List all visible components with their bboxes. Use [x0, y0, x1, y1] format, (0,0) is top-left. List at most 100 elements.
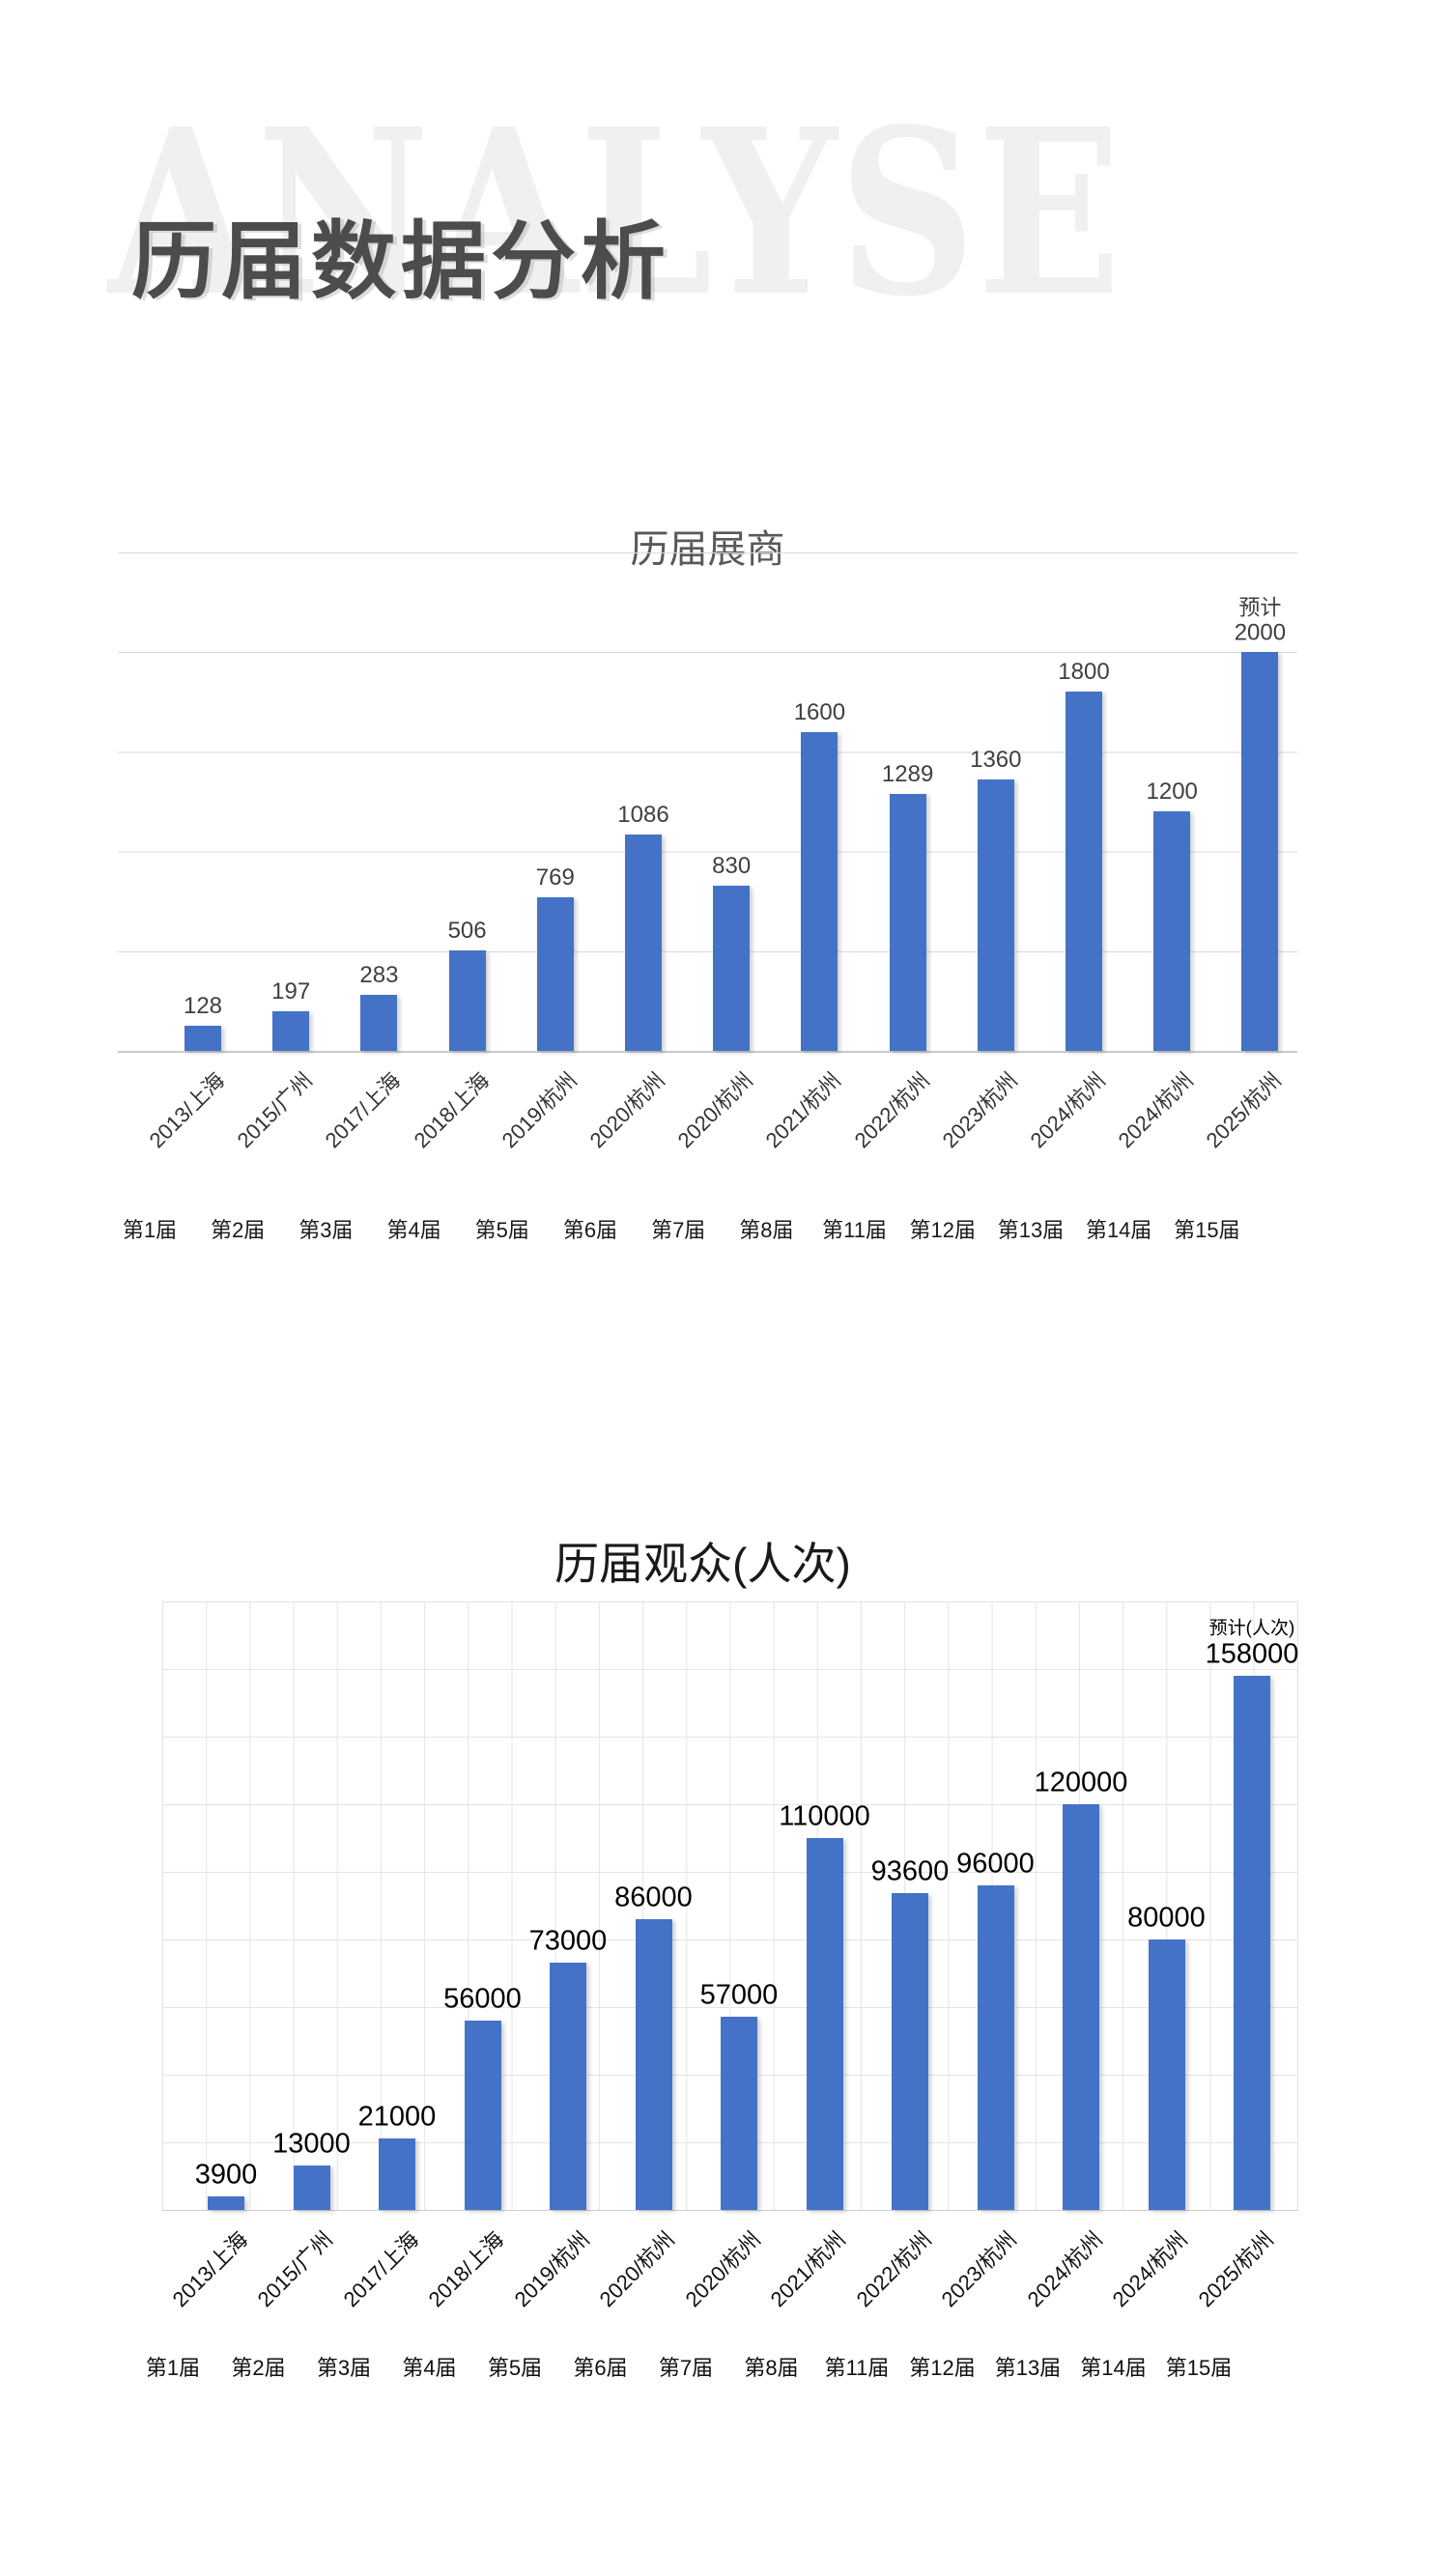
data-label: 3900 [194, 2159, 258, 2191]
data-label: 86000 [614, 1882, 693, 1913]
x-axis-label: 2020/杭州 [680, 2226, 766, 2312]
x-axis-label: 2021/杭州 [760, 1067, 846, 1153]
data-label: 1600 [793, 699, 846, 726]
data-label: 预计 2000 [1234, 595, 1287, 646]
x-axis-label: 2013/上海 [144, 1067, 230, 1153]
data-label: 197 [271, 978, 311, 1005]
x-axis-label: 2021/杭州 [765, 2226, 851, 2312]
x-axis-label: 2015/广州 [232, 1067, 318, 1153]
data-label: 506 [447, 918, 487, 945]
bar-第3届 [360, 995, 398, 1051]
x-axis-label: 2017/上海 [338, 2226, 424, 2312]
edition-label: 第14届 [1085, 1218, 1152, 1242]
edition-label: 第7届 [651, 1218, 706, 1242]
bar-第6届 [635, 1919, 672, 2210]
bar-第4届 [464, 2021, 501, 2210]
bar-第1届 [208, 2196, 244, 2210]
bar-第15届 [1234, 1676, 1270, 2210]
edition-label: 第12届 [909, 1218, 977, 1242]
data-label: 120000 [1034, 1767, 1128, 1798]
x-axis-label: 2013/上海 [167, 2226, 253, 2312]
forecast-note: 预计(人次) [1208, 1618, 1295, 1639]
edition-label: 第5届 [487, 2356, 543, 2380]
x-axis-label: 2015/广州 [252, 2226, 338, 2312]
bar-第6届 [625, 835, 662, 1051]
edition-label: 第3届 [316, 2356, 372, 2380]
bar-第2届 [293, 2166, 330, 2210]
edition-label: 第15届 [1174, 1218, 1240, 1242]
bar-第8届 [806, 1838, 843, 2210]
page-heading: 历届数据分析 [131, 211, 671, 311]
bar-第11届 [892, 1893, 928, 2210]
data-label: 830 [712, 853, 752, 880]
x-axis-label: 2017/上海 [320, 1067, 406, 1153]
edition-label: 第11届 [822, 1218, 888, 1242]
data-label: 96000 [956, 1848, 1035, 1880]
x-axis-label: 2022/杭州 [849, 1067, 934, 1153]
x-axis-label: 2020/杭州 [672, 1067, 758, 1153]
bar-第7届 [721, 2017, 757, 2210]
bar-第5届 [550, 1963, 586, 2210]
x-axis-label: 2025/杭州 [1201, 1067, 1287, 1153]
x-axis-label: 2018/上海 [423, 2226, 509, 2312]
x-axis-label: 2019/杭州 [497, 1067, 582, 1153]
data-label: 预计(人次) 158000 [1205, 1618, 1299, 1670]
bar-第4届 [448, 950, 486, 1051]
bar-第2届 [272, 1011, 310, 1051]
bar-第12届 [977, 779, 1014, 1051]
bar-第14届 [1148, 1939, 1185, 2210]
x-axis-label: 2020/杭州 [584, 1067, 670, 1153]
watermark-text: ANALYSE [108, 78, 1123, 347]
data-label: 1086 [617, 802, 669, 829]
edition-label: 第6届 [573, 2356, 628, 2380]
x-axis-label: 2024/杭州 [1107, 2226, 1193, 2312]
data-label: 56000 [443, 1983, 522, 2015]
data-label: 1360 [970, 747, 1022, 774]
bar-第5届 [536, 897, 574, 1051]
edition-label: 第7届 [658, 2356, 714, 2380]
edition-label: 第1届 [145, 2356, 201, 2380]
bar-第7届 [713, 886, 751, 1051]
x-axis-label: 2023/杭州 [937, 1067, 1023, 1153]
edition-label: 第8届 [744, 2356, 799, 2380]
x-axis-label: 2024/杭州 [1025, 1067, 1111, 1153]
data-label: 57000 [699, 1979, 779, 2011]
bar-第3届 [379, 2138, 415, 2210]
data-label: 769 [535, 864, 575, 892]
edition-label: 第3届 [298, 1218, 354, 1242]
visitors-chart-title: 历届观众(人次) [554, 1539, 851, 1589]
bar-第1届 [185, 1026, 221, 1051]
bar-第14届 [1153, 811, 1191, 1051]
x-axis-label: 2019/杭州 [509, 2226, 595, 2312]
x-axis-label: 2022/杭州 [851, 2226, 937, 2312]
edition-label: 第4届 [402, 2356, 457, 2380]
data-label: 13000 [272, 2128, 351, 2160]
x-axis-label: 2018/上海 [409, 1067, 494, 1153]
forecast-note: 预计 [1238, 595, 1282, 620]
x-axis-label: 2025/杭州 [1193, 2226, 1279, 2312]
edition-label: 第13届 [994, 2356, 1062, 2380]
edition-label: 第13届 [997, 1218, 1065, 1242]
bar-第13届 [1063, 1804, 1099, 2210]
x-axis-label: 2024/杭州 [1022, 2226, 1108, 2312]
edition-label: 第11届 [824, 2356, 890, 2380]
data-label: 128 [183, 993, 223, 1020]
data-label: 110000 [779, 1800, 870, 1832]
edition-label: 第2届 [211, 1218, 266, 1242]
bar-第15届 [1241, 652, 1279, 1051]
edition-label: 第5届 [474, 1218, 529, 1242]
data-label: 283 [359, 962, 399, 989]
data-label: 1800 [1058, 659, 1110, 686]
edition-label: 第1届 [122, 1218, 178, 1242]
x-axis-label: 2024/杭州 [1113, 1067, 1199, 1153]
bar-第13届 [1065, 692, 1102, 1051]
data-label: 73000 [528, 1925, 608, 1957]
edition-label: 第2届 [231, 2356, 286, 2380]
x-axis-label: 2023/杭州 [936, 2226, 1022, 2312]
x-axis-label: 2020/杭州 [594, 2226, 680, 2312]
bar-第8届 [801, 732, 838, 1051]
edition-label: 第12届 [909, 2356, 976, 2380]
edition-label: 第15届 [1165, 2356, 1233, 2380]
edition-label: 第14届 [1080, 2356, 1147, 2380]
